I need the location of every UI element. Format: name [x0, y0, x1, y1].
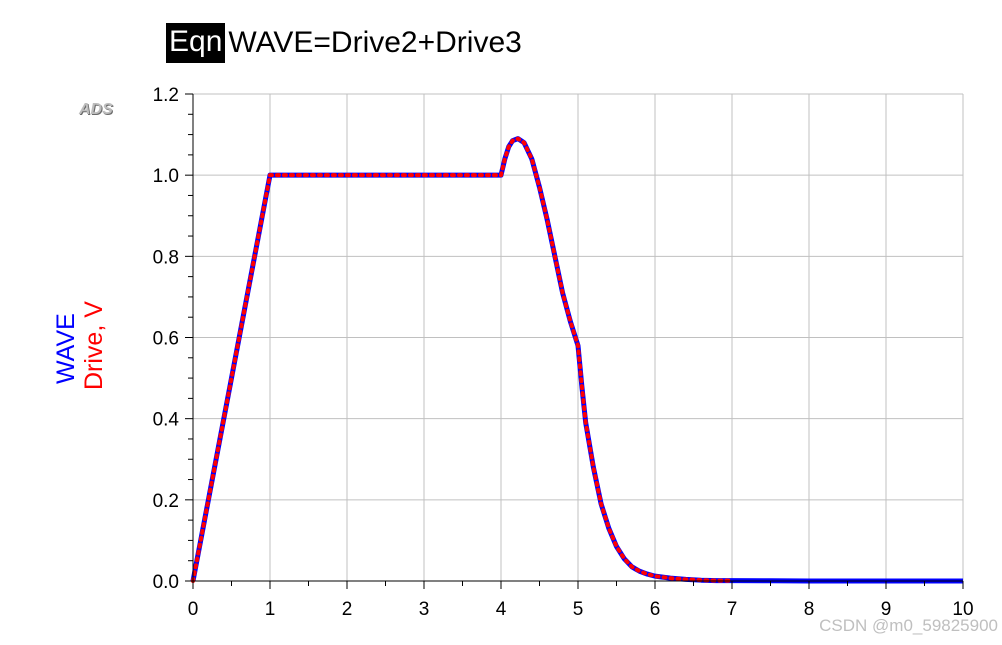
x-tick-label: 9 — [881, 599, 892, 620]
x-tick-label: 7 — [727, 599, 738, 620]
ads-logo: ADS — [79, 101, 113, 118]
y-tick-label: 0.4 — [153, 410, 180, 431]
y-tick-label: 0.8 — [153, 247, 179, 268]
y-tick-label: 1.2 — [153, 85, 179, 106]
equation-text: WAVE=Drive2+Drive3 — [228, 26, 522, 59]
eqn-badge: Eqn — [166, 23, 226, 63]
watermark: CSDN @m0_59825900 — [819, 616, 998, 635]
x-tick-label: 0 — [188, 599, 199, 620]
axes: 0.0 0.2 0.4 0.6 0.8 1.0 1.2 0 1 2 3 4 5 6 7 8 9 10 — [153, 85, 974, 620]
y-tick-label: 0.0 — [153, 572, 179, 593]
equation-header: Eqn WAVE=Drive2+Drive3 — [166, 17, 522, 69]
x-tick-label: 3 — [419, 599, 430, 620]
x-tick-label: 8 — [804, 599, 815, 620]
y-tick-label: 0.2 — [153, 491, 179, 512]
x-tick-label: 6 — [650, 599, 661, 620]
y-tick-label: 0.6 — [153, 329, 179, 350]
x-tick-label: 4 — [496, 599, 507, 620]
x-tick-label: 1 — [265, 599, 276, 620]
x-tick-label: 5 — [573, 599, 584, 620]
series-line-drive — [191, 136, 734, 583]
y-tick-label: 1.0 — [153, 166, 179, 187]
x-tick-label: 2 — [342, 599, 353, 620]
x-tick-label: 10 — [952, 599, 973, 620]
series-lines — [190, 136, 963, 584]
